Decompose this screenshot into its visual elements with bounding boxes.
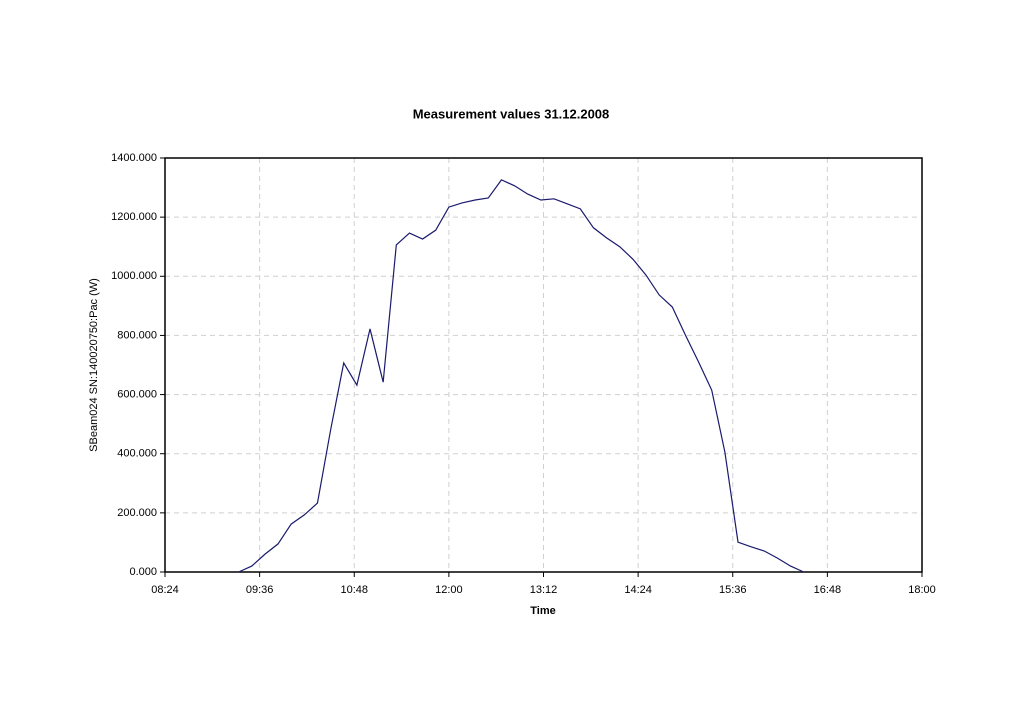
data-line bbox=[238, 179, 804, 573]
x-tick-label: 09:36 bbox=[246, 584, 274, 596]
chart-title: Measurement values 31.12.2008 bbox=[413, 106, 610, 121]
x-tick-label: 08:24 bbox=[151, 584, 179, 596]
x-tick-label: 13:12 bbox=[530, 584, 558, 596]
y-tick-label: 1400.000 bbox=[111, 152, 157, 164]
y-tick-label: 600.000 bbox=[117, 388, 157, 400]
x-tick-label: 15:36 bbox=[719, 584, 747, 596]
y-tick-label: 400.000 bbox=[117, 448, 157, 460]
y-tick-label: 0.000 bbox=[129, 566, 157, 578]
x-axis-label: Time bbox=[530, 605, 555, 617]
x-tick-label: 16:48 bbox=[814, 584, 842, 596]
y-tick-label: 800.000 bbox=[117, 329, 157, 341]
x-tick-label: 12:00 bbox=[435, 584, 463, 596]
x-tick-label: 18:00 bbox=[908, 584, 936, 596]
plot-frame bbox=[164, 157, 923, 573]
y-tick-label: 1000.000 bbox=[111, 270, 157, 282]
x-tick-label: 14:24 bbox=[624, 584, 652, 596]
y-axis-label: SBeam024 SN:140020750:Pac (W) bbox=[88, 278, 100, 452]
y-tick-label: 1200.000 bbox=[111, 211, 157, 223]
y-tick-label: 200.000 bbox=[117, 507, 157, 519]
x-tick-label: 10:48 bbox=[340, 584, 368, 596]
